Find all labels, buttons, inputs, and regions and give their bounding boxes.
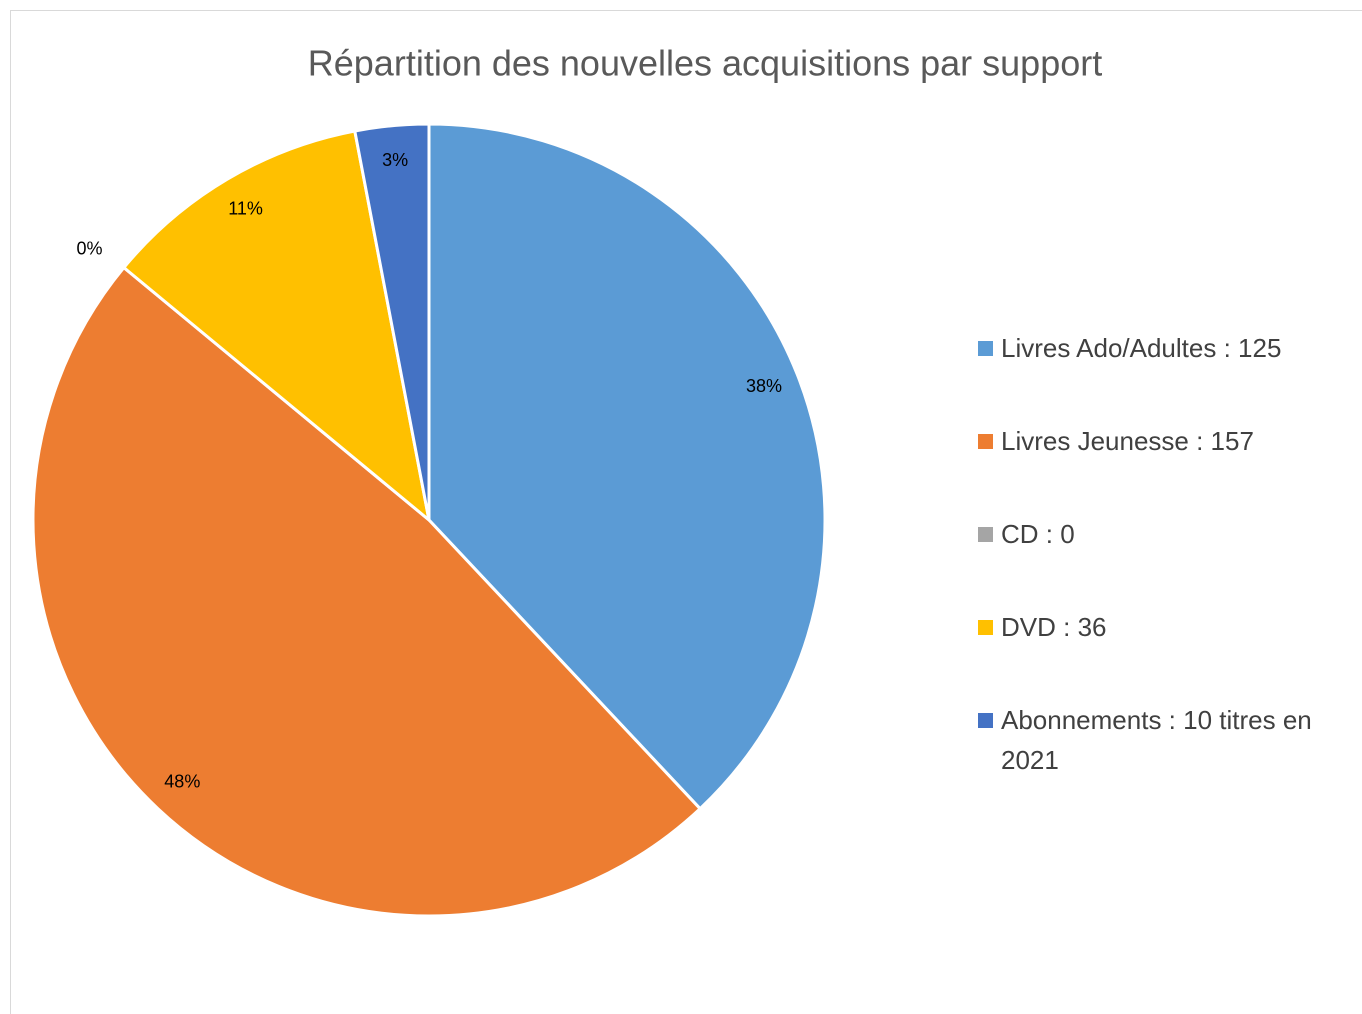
data-label: 38% (746, 376, 782, 396)
legend-label: Abonnements : 10 titres en 2021 (1001, 705, 1312, 775)
legend-swatch (978, 434, 993, 449)
pie-slice (121, 129, 432, 524)
legend-swatch (978, 527, 993, 542)
legend-label: Livres Ado/Adultes : 125 (1001, 333, 1282, 363)
pie-slice (31, 265, 703, 918)
data-label: 11% (228, 199, 263, 219)
chart-border (10, 10, 1362, 1014)
legend-swatch (978, 341, 993, 356)
data-label: 0% (77, 239, 103, 259)
legend-swatch (978, 620, 993, 635)
legend-label: DVD : 36 (1001, 612, 1107, 642)
legend-item: Livres Ado/Adultes : 125 (978, 328, 1358, 368)
data-label: 3% (382, 150, 408, 170)
legend-swatch (978, 713, 993, 728)
legend-item: Abonnements : 10 titres en 2021 (978, 700, 1358, 780)
legend-item: DVD : 36 (978, 607, 1358, 647)
chart-title: Répartition des nouvelles acquisitions p… (308, 43, 1102, 84)
pie-slice (353, 122, 431, 521)
pie-slice (427, 122, 827, 811)
legend-label: Livres Jeunesse : 157 (1001, 426, 1254, 456)
legend-label: CD : 0 (1001, 519, 1075, 549)
legend-item: CD : 0 (978, 514, 1358, 554)
data-label: 48% (164, 771, 200, 791)
legend-item: Livres Jeunesse : 157 (978, 421, 1358, 461)
